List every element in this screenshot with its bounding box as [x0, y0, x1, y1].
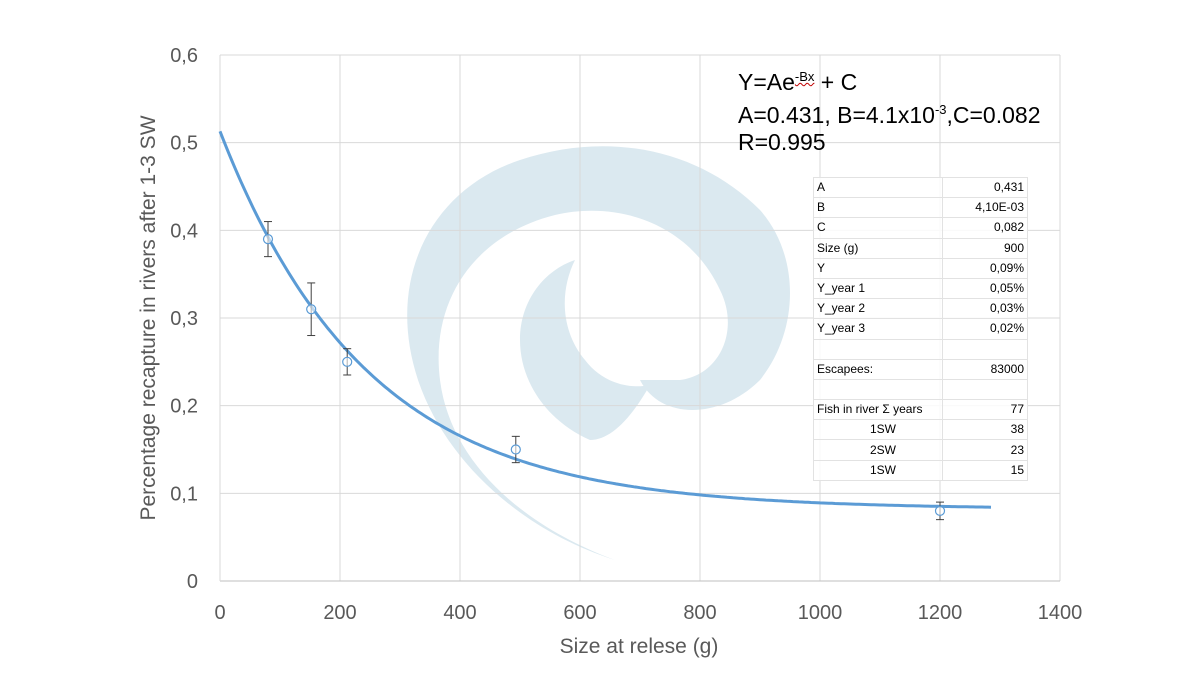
y-tick-label: 0,6 [170, 45, 198, 67]
data-point [306, 304, 317, 315]
table-cell-label: 2SW [813, 439, 943, 461]
table-row [813, 378, 1028, 401]
table-row: 1SW 15 [813, 459, 1028, 481]
table-cell-label: Fish in river Σ years [813, 399, 943, 421]
table-cell-value: 0,082 [942, 217, 1028, 239]
table-cell-label: 1SW [813, 419, 943, 441]
table-row: Fish in river Σ years 77 [813, 399, 1028, 421]
table-cell-value: 0,02% [942, 318, 1028, 340]
table-cell-value: 15 [942, 459, 1028, 481]
y-tick-label: 0,3 [170, 308, 198, 330]
table-cell-label: C [813, 217, 943, 239]
x-tick-label: 200 [323, 602, 356, 624]
y-tick-label: 0,4 [170, 220, 198, 242]
x-axis-label: Size at relese (g) [560, 635, 719, 658]
data-point [510, 444, 521, 455]
watermark-inner [520, 260, 650, 440]
data-point [262, 234, 274, 245]
table-cell-value: 4,10E-03 [942, 197, 1028, 219]
table-row: 1SW 38 [813, 419, 1028, 441]
table-row: A 0,431 [813, 176, 1028, 199]
table-cell-label: Y_year 3 [813, 318, 943, 340]
table-cell-value: 77 [942, 399, 1028, 421]
table-cell-value: 0,09% [942, 257, 1028, 279]
table-cell-label: A [813, 176, 943, 199]
table-cell-value [942, 378, 1028, 401]
table-cell-value: 900 [942, 237, 1028, 259]
x-tick-label: 400 [443, 602, 476, 624]
fit-curve-line [218, 130, 992, 509]
table-cell-value [942, 338, 1028, 360]
x-tick-label: 1200 [918, 602, 963, 624]
x-tick-label: 1000 [798, 602, 843, 624]
y-tick-labels: 0 0,1 0,2 0,3 0,4 0,5 0,6 [170, 45, 198, 593]
table-row [813, 338, 1028, 360]
table-cell-label: B [813, 197, 943, 219]
equation-line-1: Y=Ae-Bx + C [738, 69, 858, 95]
fit-curve-layer [218, 130, 992, 509]
parameter-table: A 0,431 B 4,10E-03 C 0,082 Size (g) 900 Y 0,09% Y_… [813, 176, 1028, 481]
equation-line-3: R=0.995 [738, 129, 826, 155]
table-cell-value: 38 [942, 419, 1028, 441]
table-cell-label: Y_year 1 [813, 277, 943, 300]
watermark-outer [407, 146, 790, 560]
table-cell-label: Size (g) [813, 237, 943, 259]
x-tick-label: 1400 [1038, 602, 1083, 624]
y-tick-label: 0 [187, 571, 198, 593]
table-row: C 0,082 [813, 217, 1028, 239]
table-cell-value: 0,05% [942, 277, 1028, 300]
x-tick-labels: 0 200 400 600 800 1000 1200 1400 [214, 602, 1082, 624]
swirl-logo-icon [407, 146, 790, 560]
table-row: 2SW 23 [813, 439, 1028, 461]
y-axis-label: Percentage recapture in rivers after 1-3… [137, 115, 160, 520]
table-cell-value: 83000 [942, 358, 1028, 380]
table-row: Y_year 2 0,03% [813, 298, 1028, 320]
table-row: Escapees: 83000 [813, 358, 1028, 380]
table-cell-label: Y_year 2 [813, 298, 943, 320]
table-row: Y_year 3 0,02% [813, 318, 1028, 340]
data-point [934, 505, 946, 516]
equation-exponent-b: -3 [934, 102, 947, 117]
x-tick-label: 0 [214, 602, 225, 624]
y-tick-label: 0,1 [170, 483, 198, 505]
data-points-layer [262, 221, 946, 521]
data-point [342, 356, 353, 367]
y-tick-label: 0,2 [170, 396, 198, 418]
equation-line-2: A=0.431, B=4.1x10-3,C=0.082 [738, 102, 1041, 128]
table-row: B 4,10E-03 [813, 197, 1028, 219]
x-tick-label: 600 [563, 602, 596, 624]
table-row: Y_year 1 0,05% [813, 277, 1028, 300]
table-cell-label [813, 378, 943, 401]
table-row: Y 0,09% [813, 257, 1028, 279]
table-cell-value: 0,431 [942, 176, 1028, 199]
table-row: Size (g) 900 [813, 237, 1028, 259]
table-cell-value: 23 [942, 439, 1028, 461]
plot-axes [219, 55, 1060, 582]
table-cell-label: 1SW [813, 459, 943, 481]
y-tick-label: 0,5 [170, 133, 198, 155]
table-cell-label [813, 338, 943, 360]
table-cell-label: Y [813, 257, 943, 279]
equation-exponent: -Bx [794, 69, 815, 84]
table-cell-value: 0,03% [942, 298, 1028, 320]
x-tick-label: 800 [683, 602, 716, 624]
table-cell-label: Escapees: [813, 358, 943, 380]
